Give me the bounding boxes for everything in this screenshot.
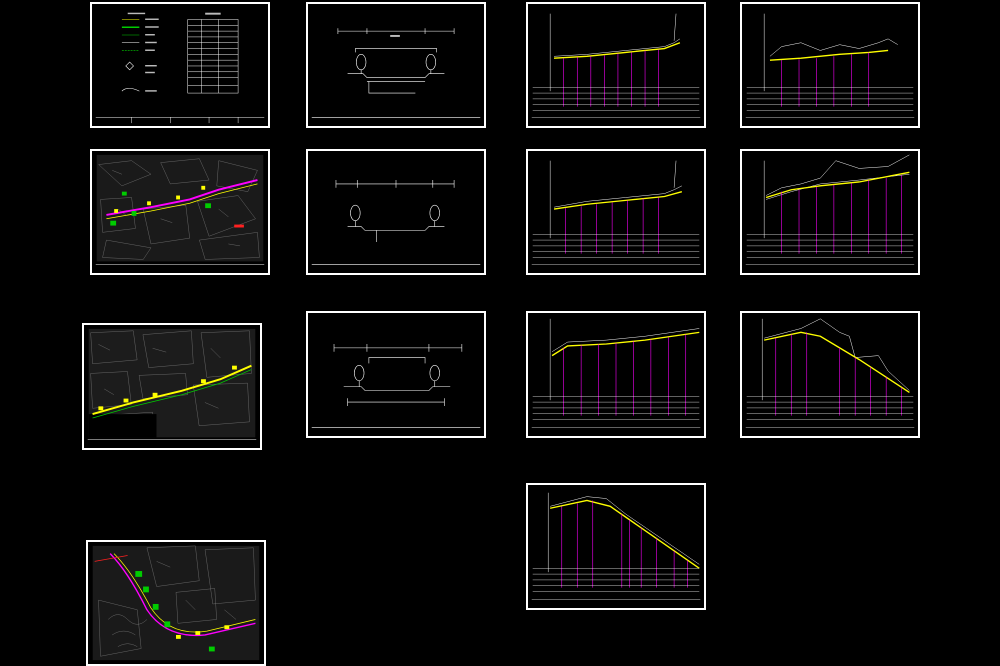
road-curve	[109, 553, 256, 637]
profile-drawing	[745, 154, 915, 265]
drawing-sheet-profile-2[interactable]	[740, 2, 920, 128]
drawing-sheet-profile-6[interactable]	[740, 311, 920, 438]
drawing-sheet-profile-3[interactable]	[526, 149, 706, 275]
drawing-sheet-profile-1[interactable]	[526, 2, 706, 128]
drawing-sheet-legend[interactable]	[90, 2, 270, 128]
road-alignment	[106, 179, 258, 216]
plan-map-drawing	[92, 545, 260, 661]
plan-map-drawing	[95, 154, 265, 265]
road-alignment	[92, 364, 252, 416]
red-marker	[234, 224, 244, 228]
legend-text-lines	[127, 12, 159, 92]
title-block	[95, 117, 265, 124]
drawing-sheet-profile-5[interactable]	[526, 311, 706, 438]
drawing-sheet-cross-section-2[interactable]	[306, 149, 486, 275]
green-markers	[135, 571, 215, 652]
drawing-sheet-cross-section-1[interactable]	[306, 2, 486, 128]
drawing-sheet-plan-1[interactable]	[90, 149, 270, 275]
legend-table	[187, 12, 239, 94]
drawing-sheet-plan-3[interactable]	[86, 540, 266, 666]
legend-drawing	[95, 12, 265, 124]
map-hatch	[98, 545, 256, 657]
profile-drawing	[531, 13, 701, 118]
legend-symbols	[121, 19, 140, 92]
profile-drawing	[531, 160, 701, 265]
yellow-markers	[98, 365, 237, 411]
profile-drawing	[531, 318, 701, 428]
profile-drawing	[745, 318, 915, 428]
plan-map-drawing	[87, 328, 257, 440]
cross-section-drawing	[311, 28, 481, 118]
drawing-sheet-plan-2[interactable]	[82, 323, 262, 450]
green-markers	[110, 191, 211, 226]
yellow-markers	[176, 625, 230, 639]
drawing-sheet-profile-4[interactable]	[740, 149, 920, 275]
cross-section-drawing	[311, 180, 481, 265]
cross-section-drawing	[311, 343, 481, 428]
yellow-markers	[114, 185, 206, 213]
profile-drawing	[745, 13, 915, 118]
profile-drawing	[531, 492, 701, 600]
drawing-sheet-profile-7[interactable]	[526, 483, 706, 610]
drawing-sheet-cross-section-3[interactable]	[306, 311, 486, 438]
